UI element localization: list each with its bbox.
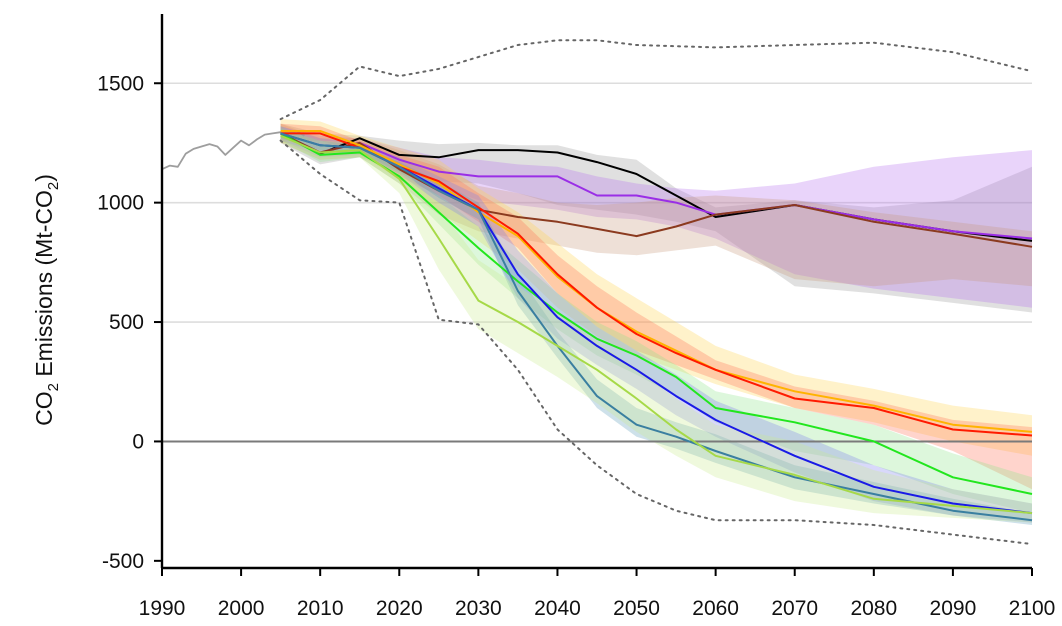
series-line-light-green: [280, 134, 1033, 515]
y-axis-title-subscript-2: 2: [45, 182, 62, 190]
band-reference-black: [280, 123, 1033, 313]
envelope-upper-line: [279, 39, 1033, 121]
y-tick-label-0: 0: [132, 430, 144, 453]
x-tick-label-2000: 2000: [218, 597, 265, 620]
band-brown: [280, 123, 1033, 287]
y-axis-title-prefix: CO: [31, 391, 57, 426]
band-green: [280, 126, 1033, 514]
envelope-lower-line: [279, 139, 1033, 546]
band-light-green: [280, 128, 1033, 523]
x-tick-label-2010: 2010: [297, 597, 344, 620]
y-tick-label--500: -500: [102, 550, 144, 573]
y-axis-title-subscript: 2: [45, 383, 62, 391]
series-line-teal: [280, 132, 1033, 522]
band-purple: [280, 126, 1033, 308]
band-red: [280, 123, 1033, 490]
x-tick-label-2050: 2050: [613, 597, 660, 620]
x-tick-label-1990: 1990: [139, 597, 186, 620]
series-lines: [161, 130, 1033, 522]
y-tick-label-1000: 1000: [97, 192, 144, 215]
x-tick-label-2020: 2020: [376, 597, 423, 620]
gridlines: [162, 82, 1032, 323]
x-tick-label-2100: 2100: [1009, 597, 1056, 620]
x-tick-label-2060: 2060: [692, 597, 739, 620]
y-tick-label-500: 500: [109, 311, 144, 334]
axes: [154, 14, 1033, 576]
y-axis-title-middle: Emissions (Mt-CO: [31, 190, 57, 383]
x-tick-label-2080: 2080: [850, 597, 897, 620]
x-tick-labels: 1990 2000 2010 2020 2030 2040 2050 2060 2070 2080…: [139, 597, 1056, 620]
series-line-brown: [280, 132, 1033, 248]
series-line-historical: [161, 130, 305, 171]
y-tick-labels: 1500 1000 500 0 -500: [97, 72, 144, 573]
y-axis-title-suffix: ): [31, 174, 57, 182]
series-line-purple: [280, 132, 1033, 240]
x-tick-label-2090: 2090: [930, 597, 977, 620]
y-axis-title: CO2 Emissions (Mt-CO2): [31, 174, 62, 426]
scenario-envelope: [279, 39, 1033, 546]
x-tick-label-2070: 2070: [771, 597, 818, 620]
y-tick-label-1500: 1500: [97, 72, 144, 95]
x-tick-label-2030: 2030: [455, 597, 502, 620]
x-tick-label-2040: 2040: [534, 597, 581, 620]
